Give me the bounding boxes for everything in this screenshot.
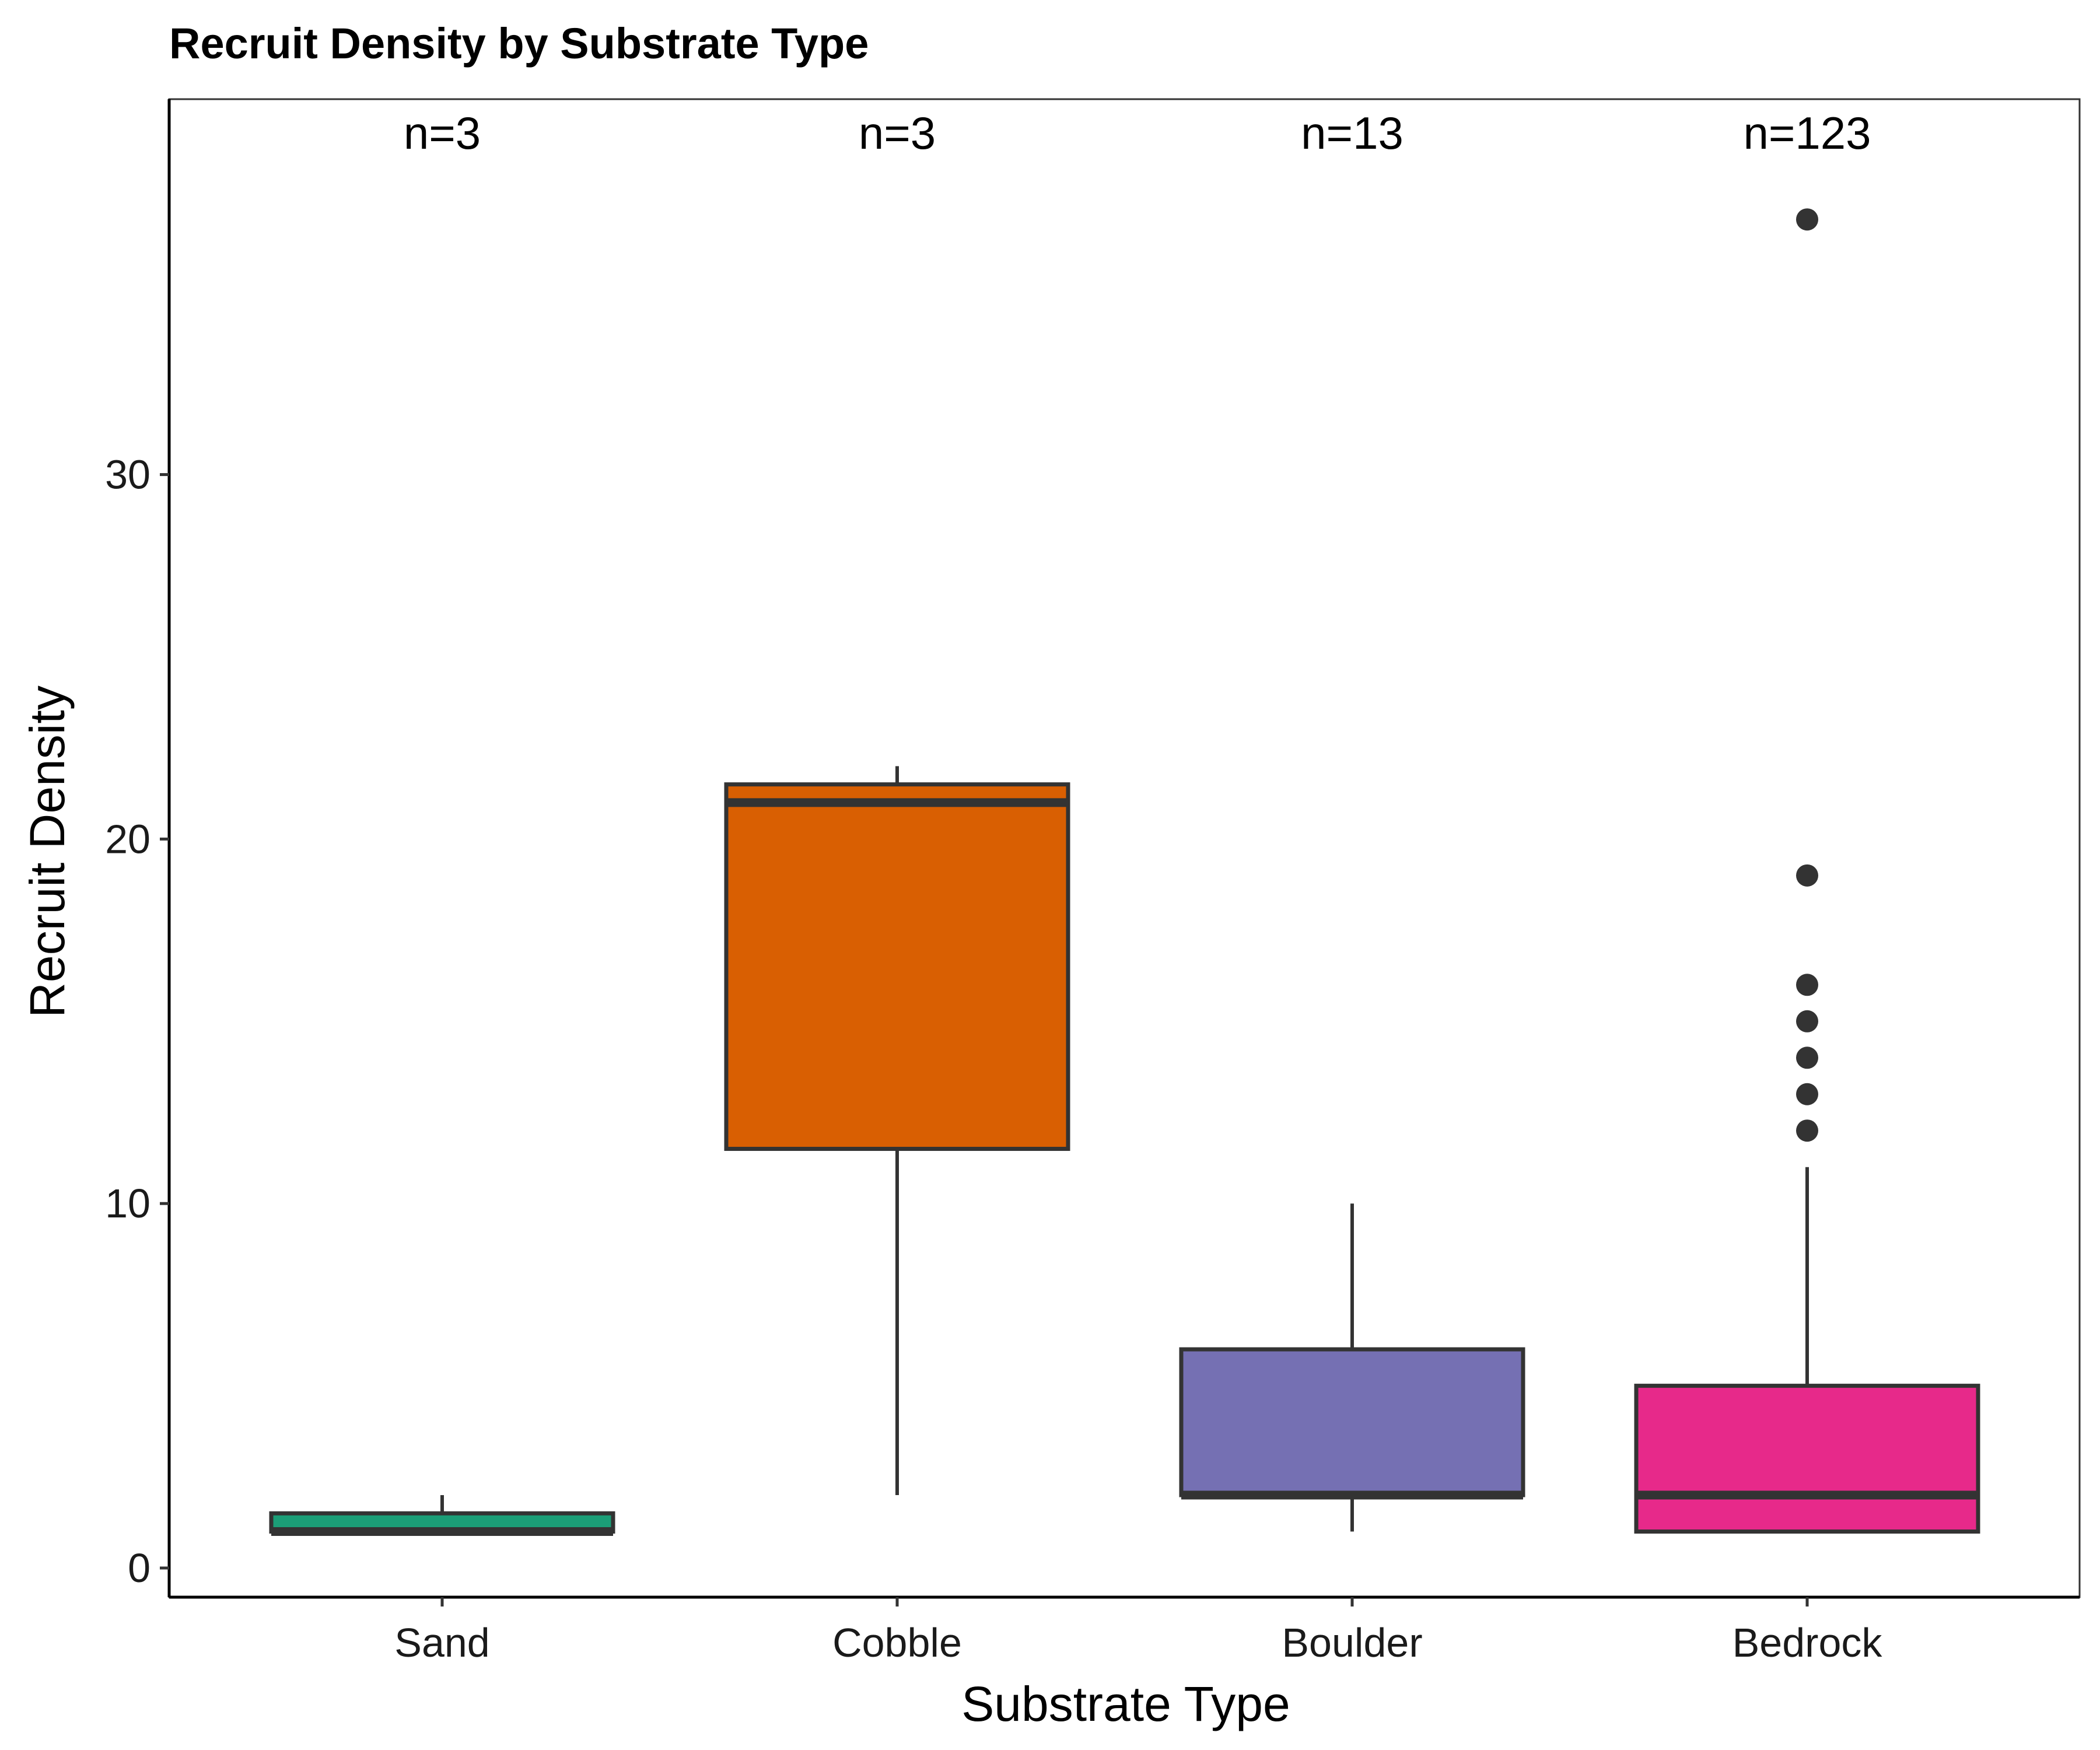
plot-area: 0 10 20 30 Sand n=3 Cobble n=3 Boulder n=13 Bedroc… <box>105 98 2081 1665</box>
outlier-point-bedrock <box>1796 1010 1818 1032</box>
box-cobble <box>724 782 1070 1151</box>
x-tick-label-bedrock: Bedrock <box>1732 1620 1883 1665</box>
outlier-point-bedrock <box>1796 864 1818 887</box>
outlier-point-bedrock <box>1796 1119 1818 1142</box>
n-label-boulder: n=13 <box>1301 107 1404 159</box>
y-tick-label: 0 <box>128 1545 150 1591</box>
n-label-sand: n=3 <box>404 107 481 159</box>
y-tick-label: 30 <box>105 452 150 498</box>
chart-title: Recruit Density by Substrate Type <box>169 19 869 68</box>
box-bedrock <box>1634 1384 1980 1534</box>
outlier-point-bedrock <box>1796 1083 1818 1105</box>
x-tick-label-cobble: Cobble <box>832 1620 962 1665</box>
outlier-point-bedrock <box>1796 208 1818 231</box>
outlier-point-bedrock <box>1796 974 1818 996</box>
x-axis-title: Substrate Type <box>961 1676 1290 1731</box>
y-axis-title: Recruit Density <box>20 685 75 1018</box>
x-tick-label-sand: Sand <box>394 1620 489 1665</box>
y-tick-label: 20 <box>105 816 150 862</box>
n-label-bedrock: n=123 <box>1743 107 1871 159</box>
plot-border <box>168 98 2081 1598</box>
x-tick-label-boulder: Boulder <box>1282 1620 1422 1665</box>
n-label-cobble: n=3 <box>859 107 936 159</box>
box-boulder <box>1179 1347 1525 1497</box>
y-tick-label: 10 <box>105 1181 150 1226</box>
outlier-point-bedrock <box>1796 1046 1818 1069</box>
